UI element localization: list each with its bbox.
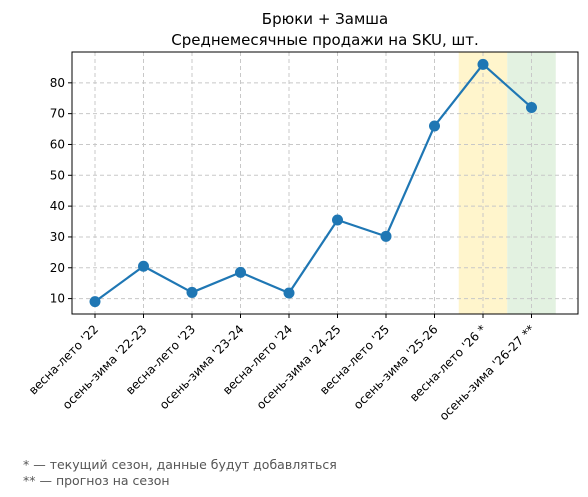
x-tick-label: осень-зима '26-27 ** xyxy=(437,322,538,423)
highlight-band-0 xyxy=(458,52,508,314)
data-point xyxy=(89,296,101,308)
data-point xyxy=(332,214,343,226)
x-tick-label: осень-зима '22-23 xyxy=(60,322,150,412)
data-point xyxy=(380,230,392,242)
y-axis: 10 20 30 40 50 60 70 80 xyxy=(50,76,72,306)
y-tick-label: 70 xyxy=(50,107,65,121)
y-tick-label: 60 xyxy=(50,137,65,151)
x-tick-label: осень-зима '23-24 xyxy=(157,322,247,412)
footnote-forecast: ** — прогноз на сезон xyxy=(23,473,170,488)
data-point xyxy=(138,260,149,272)
data-point xyxy=(526,101,537,113)
chart-subtitle: Среднемесячные продажи на SKU, шт. xyxy=(171,31,479,49)
series xyxy=(89,58,537,308)
footnote-current-season: * — текущий сезон, данные будут добавлят… xyxy=(23,457,337,472)
y-tick-label: 30 xyxy=(50,230,65,244)
data-point xyxy=(429,120,440,132)
y-tick-label: 10 xyxy=(50,292,65,306)
y-tick-label: 20 xyxy=(50,261,65,275)
data-point xyxy=(283,287,295,299)
y-tick-label: 40 xyxy=(50,199,65,213)
grid xyxy=(72,52,578,314)
highlight-bands xyxy=(458,52,556,314)
x-tick-label: осень-зима '25-26 xyxy=(351,322,441,412)
data-point xyxy=(477,58,489,70)
y-tick-label: 80 xyxy=(50,76,65,90)
data-point xyxy=(235,266,246,278)
data-point xyxy=(186,286,198,298)
chart-title: Брюки + Замша xyxy=(262,10,388,28)
x-tick-label: осень-зима '24-25 xyxy=(254,322,344,412)
plot-frame xyxy=(71,51,579,315)
y-tick-label: 50 xyxy=(50,168,65,182)
series-line xyxy=(94,63,533,303)
